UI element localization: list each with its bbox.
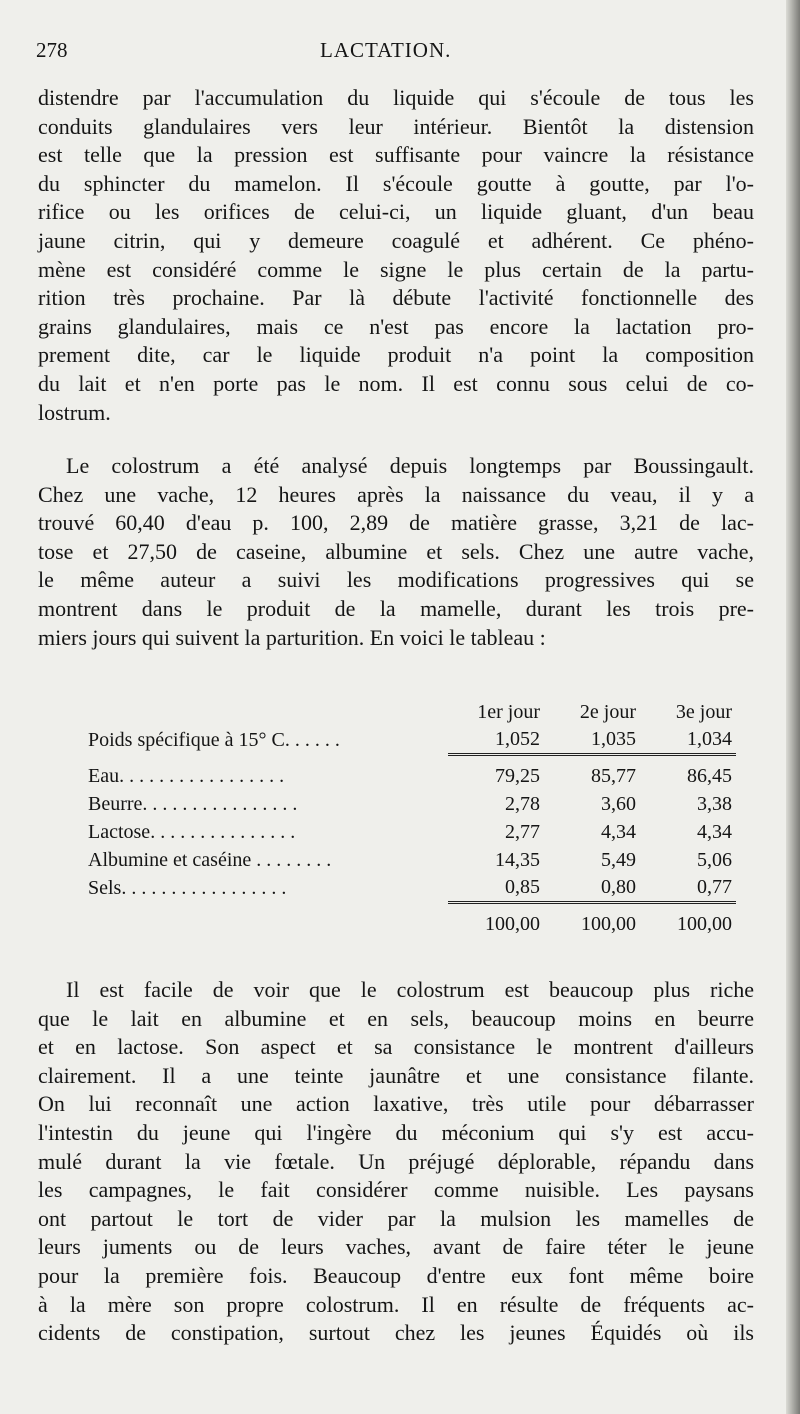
text-line: distendre par l'accumulation du liquide … <box>38 85 754 110</box>
cell: 86,45 <box>687 765 732 787</box>
text-line: les campagnes, le fait considérer comme … <box>38 1177 754 1203</box>
running-header: 278 LACTATION. <box>36 36 456 64</box>
row-label: Beurre. . . . . . . . . . . . . . . . <box>88 793 298 815</box>
text-line: conduits glandulaires vers leur intérieu… <box>38 113 754 139</box>
total-cell: 100,00 <box>485 913 540 935</box>
text-line: On lui reconnaît une action laxative, tr… <box>38 1091 754 1117</box>
column-header: 2e jour <box>579 701 636 723</box>
table-header-row: 1er jour 2e jour 3e jour <box>88 698 736 726</box>
cell: 3,60 <box>601 793 636 815</box>
page-number: 278 <box>36 38 68 62</box>
page-edge-shadow <box>786 0 800 1414</box>
cell: 85,77 <box>591 765 636 787</box>
text-line: trouvé 60,40 d'eau p. 100, 2,89 de matiè… <box>38 510 754 536</box>
text-line: grains glandulaires, mais ce n'est pas e… <box>38 313 754 339</box>
text-line: rifice ou les orifices de celui-ci, un l… <box>38 199 754 225</box>
text-line: ont partout le tort de vider par la muls… <box>38 1205 754 1231</box>
cell: 0,85 <box>448 874 544 904</box>
text-line: Le colostrum a été analysé depuis longte… <box>66 453 754 478</box>
text-line: lostrum. <box>38 399 111 425</box>
text-line: mène est considéré comme le signe le plu… <box>38 256 754 282</box>
text-line: jaune citrin, qui y demeure coagulé et a… <box>38 227 754 253</box>
table-row-density: Poids spécifique à 15° C. . . . . . 1,05… <box>88 726 736 756</box>
row-label: Eau. . . . . . . . . . . . . . . . . <box>88 765 285 787</box>
row-label: Albumine et caséine . . . . . . . . <box>88 849 332 871</box>
colostrum-table: 1er jour 2e jour 3e jour Poids spécifiqu… <box>88 698 736 938</box>
table-row: Albumine et caséine . . . . . . . . 14,35… <box>88 846 736 874</box>
text-line: du lait et n'en porte pas le nom. Il est… <box>38 370 754 396</box>
text-line: clairement. Il a une teinte jaunâtre et … <box>38 1062 754 1088</box>
text-line: miers jours qui suivent la parturition. … <box>38 624 546 650</box>
text-line: pour la première fois. Beaucoup d'entre … <box>38 1262 754 1288</box>
cell: 1,052 <box>448 726 544 756</box>
total-cell: 100,00 <box>677 913 732 935</box>
paragraph-3: Il est facile de voir que le colostrum e… <box>38 976 754 1348</box>
cell: 2,77 <box>505 821 540 843</box>
text-line: le même auteur a suivi les modifications… <box>38 567 754 593</box>
table-row: Eau. . . . . . . . . . . . . . . . . 79,2… <box>88 762 736 790</box>
text-line: cidents de constipation, surtout chez le… <box>38 1320 754 1346</box>
text-line: montrent dans le produit de la mamelle, … <box>38 595 754 621</box>
text-line: Il est facile de voir que le colostrum e… <box>66 977 754 1002</box>
text-line: mulé durant la vie fœtale. Un préjugé dé… <box>38 1148 754 1174</box>
text-line: Chez une vache, 12 heures après la naiss… <box>38 481 754 507</box>
text-line: à la mère son propre colostrum. Il en ré… <box>38 1291 754 1317</box>
cell: 79,25 <box>495 765 540 787</box>
row-label: Lactose. . . . . . . . . . . . . . . <box>88 821 296 843</box>
cell: 3,38 <box>697 793 732 815</box>
row-label: Poids spécifique à 15° C. . . . . . <box>88 729 340 751</box>
text-line: prement dite, car le liquide produit n'a… <box>38 342 754 368</box>
text-line: que le lait en albumine et en sels, beau… <box>38 1005 754 1031</box>
table-spacer <box>88 902 736 910</box>
cell: 0,80 <box>544 874 640 904</box>
cell: 2,78 <box>505 793 540 815</box>
cell: 5,06 <box>697 849 732 871</box>
text-line: tose et 27,50 de caseine, albumine et se… <box>38 538 754 564</box>
cell: 0,77 <box>640 874 736 904</box>
cell: 1,035 <box>544 726 640 756</box>
total-cell: 100,00 <box>581 913 636 935</box>
table-row: Sels. . . . . . . . . . . . . . . . . 0,8… <box>88 874 736 904</box>
column-header: 1er jour <box>477 701 540 723</box>
row-label: Sels. . . . . . . . . . . . . . . . . <box>88 877 287 899</box>
table-row: Beurre. . . . . . . . . . . . . . . . 2,7… <box>88 790 736 818</box>
cell: 4,34 <box>697 821 732 843</box>
table-row-totals: 100,00 100,00 100,00 <box>88 910 736 938</box>
text-line: est telle que la pression est suffisante… <box>38 142 754 168</box>
paragraph-1: distendre par l'accumulation du liquide … <box>38 84 754 427</box>
text-line: et en lactose. Son aspect et sa consista… <box>38 1034 754 1060</box>
cell: 4,34 <box>601 821 636 843</box>
text-line: rition très prochaine. Par là débute l'a… <box>38 285 754 311</box>
text-line: l'intestin du jeune qui l'ingère du méco… <box>38 1119 754 1145</box>
text-line: leurs juments ou de leurs vaches, avant … <box>38 1234 754 1260</box>
running-title: LACTATION. <box>320 38 452 62</box>
cell: 1,034 <box>640 726 736 756</box>
column-header: 3e jour <box>675 701 732 723</box>
paragraph-2: Le colostrum a été analysé depuis longte… <box>38 452 754 652</box>
cell: 14,35 <box>495 849 540 871</box>
text-line: du sphincter du mamelon. Il s'écoule gou… <box>38 170 754 196</box>
table-spacer <box>88 754 736 762</box>
cell: 5,49 <box>601 849 636 871</box>
table-row: Lactose. . . . . . . . . . . . . . . 2,77… <box>88 818 736 846</box>
